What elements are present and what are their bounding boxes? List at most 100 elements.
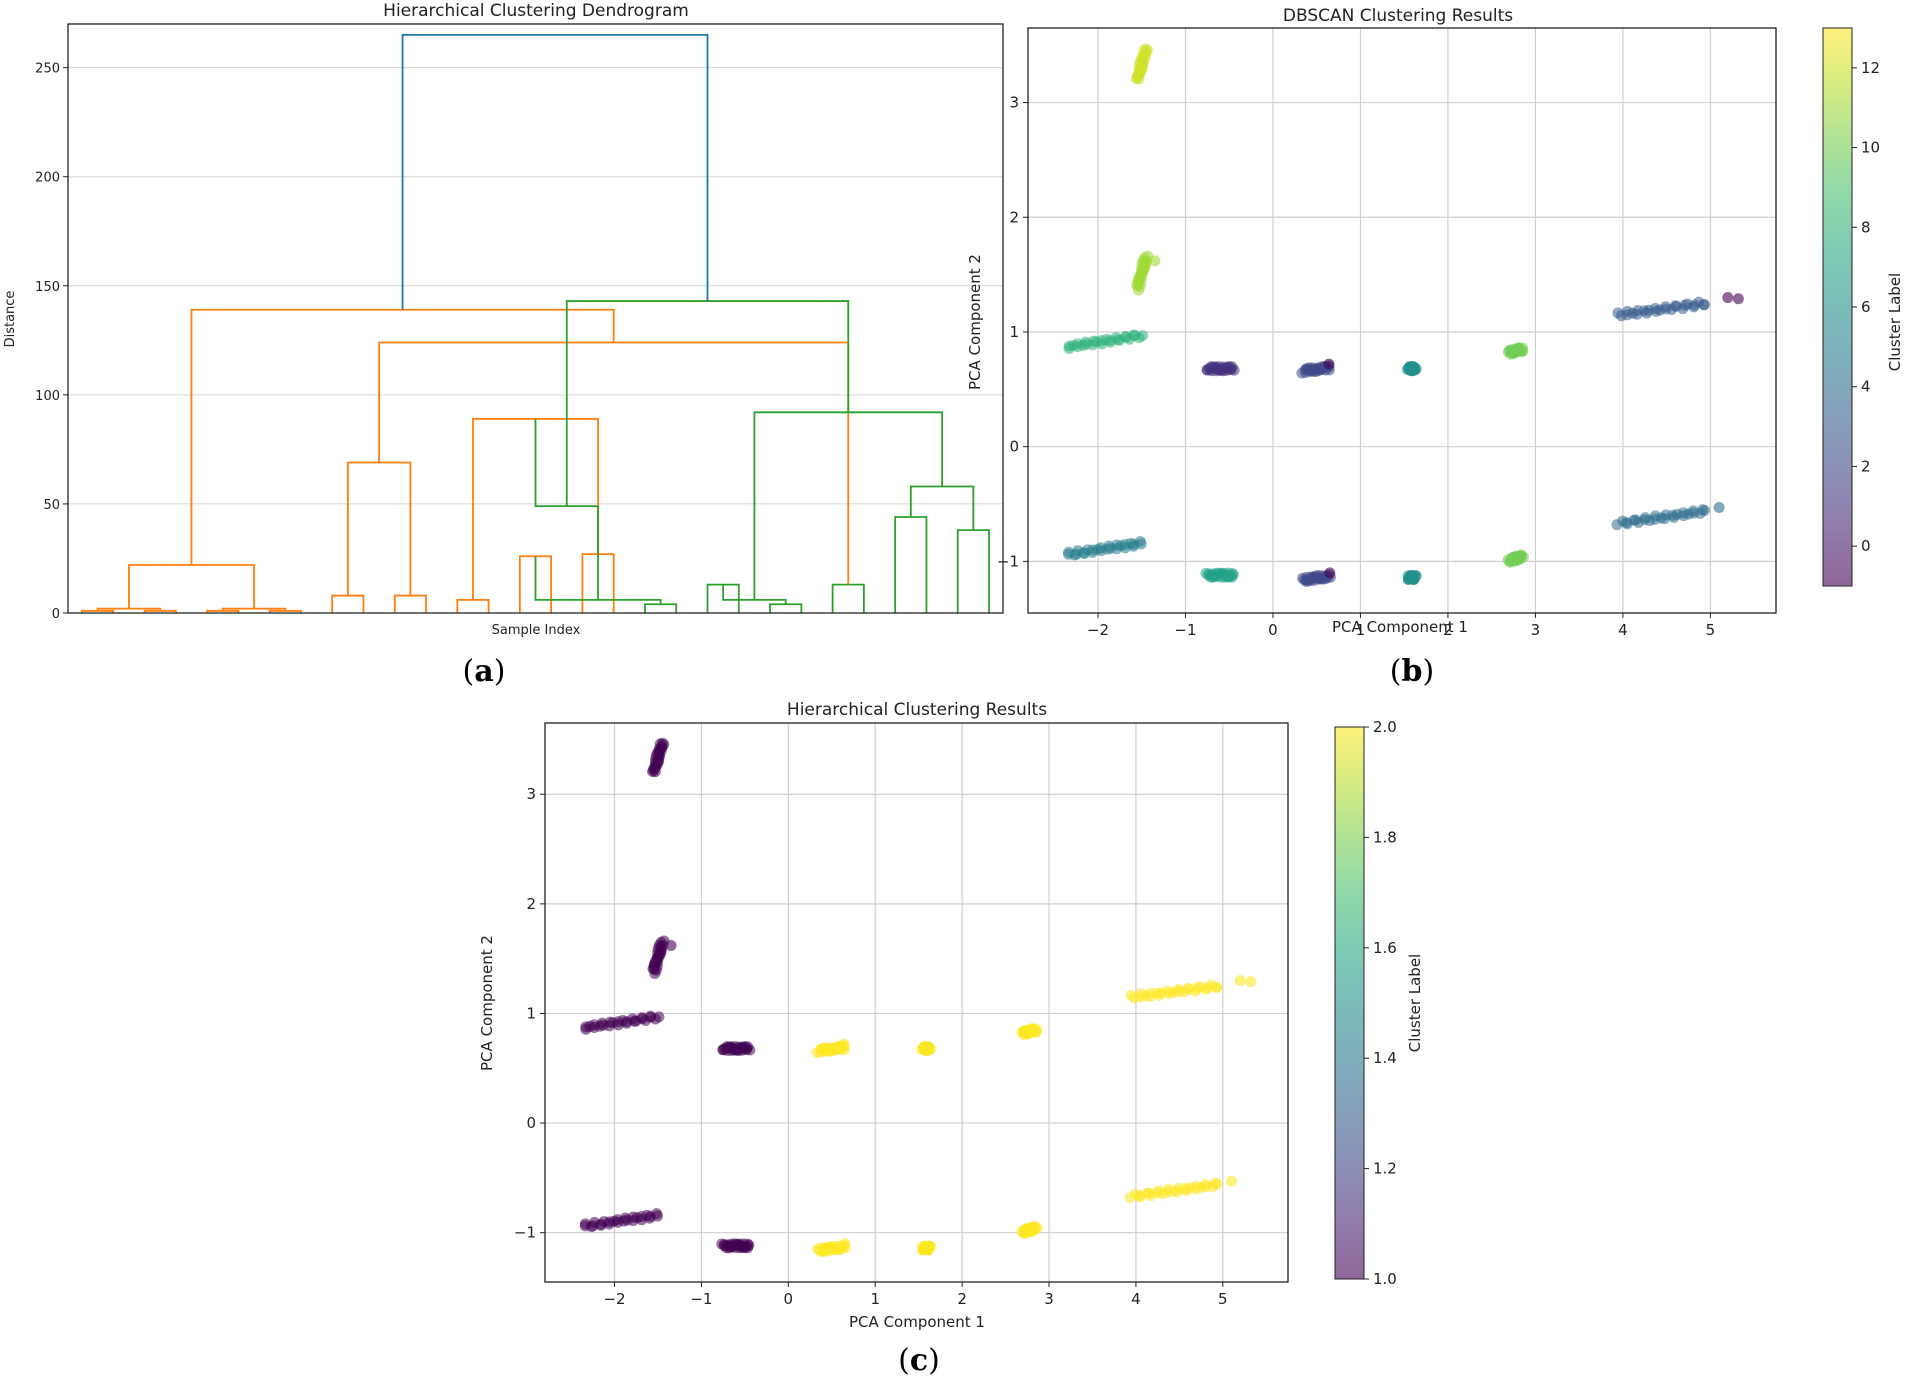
hierarchical-results-outlier-point [1245, 976, 1257, 988]
dbscan-cluster-point [1698, 299, 1710, 311]
dendrogram-link [393, 594, 427, 613]
dendrogram-link [518, 555, 553, 613]
dendrogram-link [190, 308, 615, 566]
dbscan-xtick-label: 1 [1356, 621, 1366, 639]
hierarchical-results-title: Hierarchical Clustering Results [787, 700, 1047, 720]
dendrogram-link [909, 485, 975, 531]
panel-label-c: (c) [898, 1343, 940, 1378]
dbscan-colorbar-tick-label: 0 [1861, 537, 1871, 555]
dbscan-outlier-point [1722, 292, 1734, 304]
hierarchical-results-cluster-point [1211, 1178, 1223, 1190]
dbscan-cluster-point [1410, 363, 1422, 375]
dendrogram-ytick-label: 250 [35, 62, 60, 77]
hierarchical-results-outlier-point [1226, 1175, 1238, 1187]
dendrogram-ytick-label: 50 [43, 498, 60, 513]
panel-label-b: (b) [1390, 654, 1434, 689]
dbscan-cluster-point [1226, 361, 1238, 373]
hierarchical-results-xtick-label: 2 [957, 1290, 967, 1308]
dbscan-xtick-label: 2 [1443, 621, 1453, 639]
hierarchical-results-cluster-point [652, 1210, 664, 1222]
dbscan-colorbar [1822, 27, 1853, 587]
dendrogram-xlabel: Sample Index [492, 623, 581, 638]
hierarchical-results-colorbar-tick-label: 1.6 [1373, 939, 1397, 957]
hierarchical-results-xtick-label: −2 [603, 1290, 625, 1308]
dendrogram-link [769, 603, 803, 613]
dendrogram-link [206, 609, 240, 613]
dbscan-cluster-point [1137, 330, 1149, 342]
dbscan-colorbar-tick-label: 4 [1861, 378, 1871, 396]
dbscan-colorbar-tick-label: 10 [1861, 139, 1880, 157]
dbscan-xtick-label: 5 [1706, 621, 1716, 639]
dendrogram-link [565, 300, 850, 507]
hierarchical-results-xtick-label: 1 [870, 1290, 880, 1308]
hierarchical-results-ytick-label: 1 [526, 1004, 536, 1022]
dendrogram-link [143, 609, 177, 613]
dbscan-ytick-label: 2 [1009, 208, 1019, 226]
hierarchical-results-xtick-label: −1 [690, 1290, 712, 1308]
hierarchical-results-colorbar-label: Cluster Label [1406, 954, 1424, 1052]
hierarchical-results-cluster-point [925, 1043, 937, 1055]
dendrogram-link [268, 609, 302, 613]
hierarchical-results-ytick-label: 0 [526, 1114, 536, 1132]
hierarchical-results-colorbar-tick-label: 1.4 [1373, 1049, 1397, 1067]
dbscan-xtick-label: −2 [1087, 621, 1109, 639]
hierarchical-results-xtick-label: 5 [1218, 1290, 1228, 1308]
dbscan-cluster-point [1226, 571, 1238, 583]
dendrogram-title: Hierarchical Clustering Dendrogram [383, 1, 689, 21]
dendrogram-panel: Hierarchical Clustering Dendrogram 0 50 10… [3, 1, 1004, 689]
hierarchical-results-xtick-label: 4 [1131, 1290, 1141, 1308]
hierarchical-results-panel: Hierarchical Clustering Results −2 −1 0 1 2 3… [478, 700, 1424, 1378]
dendrogram-link [128, 564, 255, 609]
dbscan-cluster-point [1410, 570, 1422, 582]
dbscan-ytick-label: 3 [1009, 94, 1019, 112]
dbscan-ylabel: PCA Component 2 [966, 254, 984, 390]
dbscan-xtick-label: 3 [1531, 621, 1541, 639]
dbscan-ytick-label: 1 [1009, 323, 1019, 341]
dendrogram-link [456, 599, 490, 613]
dbscan-xtick-label: 4 [1618, 621, 1628, 639]
dbscan-colorbar-tick-label: 12 [1861, 59, 1880, 77]
dbscan-title: DBSCAN Clustering Results [1283, 6, 1513, 26]
hierarchical-results-outlier-point [839, 1238, 851, 1250]
dbscan-outlier-point [1323, 358, 1335, 370]
dbscan-cluster-point [1517, 345, 1529, 357]
dendrogram-ytick-label: 0 [52, 607, 60, 622]
hierarchical-results-colorbar-tick-label: 1.0 [1373, 1270, 1397, 1288]
dendrogram-link [331, 594, 365, 613]
dendrogram-ylabel: Distance [3, 291, 18, 348]
dbscan-xlabel: PCA Component 1 [1332, 618, 1468, 636]
dendrogram-link [753, 411, 943, 600]
dbscan-outlier-point [1149, 255, 1161, 267]
dbscan-colorbar-tick-label: 6 [1861, 298, 1871, 316]
hierarchical-results-colorbar [1334, 726, 1365, 1280]
dbscan-outlier-point [1324, 567, 1336, 579]
dbscan-outlier-point [1713, 501, 1725, 513]
dendrogram-link [346, 461, 412, 596]
hierarchical-results-cluster-point [1029, 1220, 1041, 1232]
dbscan-outlier-point [1732, 293, 1744, 305]
hierarchical-results-ytick-label: −1 [514, 1224, 536, 1242]
dbscan-colorbar-tick-label: 8 [1861, 218, 1871, 236]
hierarchical-results-plot-frame [544, 722, 1289, 1283]
dendrogram-link [401, 34, 709, 310]
hierarchical-results-cluster-point [742, 1242, 754, 1254]
hierarchical-results-outlier-point [838, 1038, 850, 1050]
dendrogram-plot-frame [67, 23, 1004, 614]
dendrogram-ytick-label: 150 [35, 280, 60, 295]
dendrogram-ytick-label: 100 [35, 389, 60, 404]
hierarchical-results-xlabel: PCA Component 1 [849, 1313, 985, 1331]
dendrogram-link [894, 516, 928, 613]
dbscan-xtick-label: −1 [1174, 621, 1196, 639]
hierarchical-results-cluster-point [925, 1241, 937, 1253]
hierarchical-results-outlier-point [665, 940, 677, 952]
dbscan-cluster-point [1142, 45, 1154, 57]
dendrogram-ytick-label: 200 [35, 171, 60, 186]
dbscan-colorbar-tick-label: 2 [1861, 457, 1871, 475]
panel-label-a: (a) [463, 654, 506, 689]
dendrogram-link [644, 603, 678, 613]
hierarchical-results-ytick-label: 3 [526, 785, 536, 803]
hierarchical-results-cluster-point [653, 1011, 665, 1023]
dbscan-plot-frame [1027, 27, 1777, 614]
dendrogram-link [831, 583, 865, 613]
